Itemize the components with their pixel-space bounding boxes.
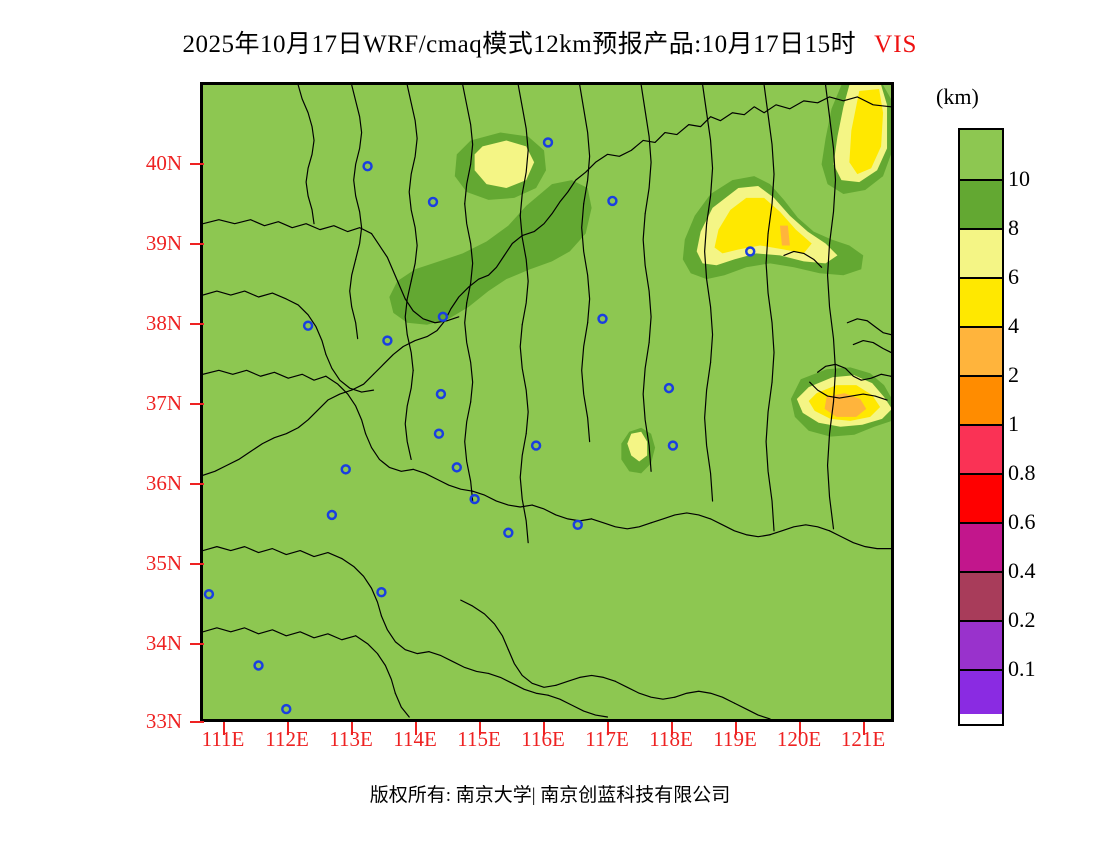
y-tick-38n <box>190 323 204 325</box>
colorbar-band-8-10[interactable] <box>960 179 1002 228</box>
colorbar-label-10: 10 <box>1008 166 1030 191</box>
colorbar-label-6: 6 <box>1008 264 1019 289</box>
colorbar-band-1-2[interactable] <box>960 375 1002 424</box>
colorbar-band-06-08[interactable] <box>960 473 1002 522</box>
x-label-118e: 118E <box>649 727 693 751</box>
y-label-39n: 39N <box>145 231 182 255</box>
y-label-36n: 36N <box>145 471 182 495</box>
x-label-111e: 111E <box>201 727 245 751</box>
forecast-map[interactable] <box>200 82 894 722</box>
colorbar-band-01-02[interactable] <box>960 620 1002 669</box>
y-label-33n: 33N <box>145 709 182 733</box>
colorbar-label-1: 1 <box>1008 411 1019 436</box>
x-label-117e: 117E <box>585 727 629 751</box>
colorbar-band-04-06[interactable] <box>960 522 1002 571</box>
x-label-119e: 119E <box>713 727 757 751</box>
y-tick-34n <box>190 643 204 645</box>
y-label-38n: 38N <box>145 311 182 335</box>
colorbar-label-08: 0.8 <box>1008 460 1036 485</box>
colorbar-band-02-04[interactable] <box>960 571 1002 620</box>
administrative-boundaries <box>203 85 891 719</box>
y-label-35n: 35N <box>145 551 182 575</box>
x-tick-120e <box>799 722 801 735</box>
y-label-34n: 34N <box>145 631 182 655</box>
y-tick-37n <box>190 403 204 405</box>
colorbar-band-6-8[interactable] <box>960 228 1002 277</box>
x-label-120e: 120E <box>776 727 822 751</box>
colorbar-band-2-4[interactable] <box>960 326 1002 375</box>
colorbar-band-4-6[interactable] <box>960 277 1002 326</box>
colorbar-label-4: 4 <box>1008 313 1019 338</box>
x-label-116e: 116E <box>521 727 565 751</box>
x-label-115e: 115E <box>457 727 501 751</box>
y-label-40n: 40N <box>145 151 182 175</box>
colorbar-label-04: 0.4 <box>1008 558 1036 583</box>
x-label-113e: 113E <box>329 727 373 751</box>
x-tick-117e <box>607 722 609 735</box>
title-main-text: 2025年10月17日WRF/cmaq模式12km预报产品:10月17日15时 <box>182 31 857 58</box>
contour-shapes <box>389 85 891 474</box>
x-tick-115e <box>479 722 481 735</box>
x-label-112e: 112E <box>265 727 309 751</box>
x-tick-111e <box>223 722 225 735</box>
x-label-121e: 121E <box>840 727 886 751</box>
y-tick-40n <box>190 163 204 165</box>
colorbar-label-8: 8 <box>1008 215 1019 240</box>
x-tick-113e <box>351 722 353 735</box>
colorbar-label-02: 0.2 <box>1008 607 1036 632</box>
title-variable-label: VIS <box>874 31 918 58</box>
x-tick-112e <box>287 722 289 735</box>
y-tick-35n <box>190 563 204 565</box>
x-tick-119e <box>735 722 737 735</box>
colorbar-label-2: 2 <box>1008 362 1019 387</box>
station-markers <box>203 137 756 715</box>
colorbar-band-lt01[interactable] <box>960 669 1002 714</box>
x-tick-121e <box>863 722 865 735</box>
y-tick-33n <box>190 721 204 723</box>
page-title: 2025年10月17日WRF/cmaq模式12km预报产品:10月17日15时 V… <box>0 24 1100 60</box>
colorbar-label-06: 0.6 <box>1008 509 1036 534</box>
y-label-37n: 37N <box>145 391 182 415</box>
colorbar[interactable] <box>958 128 1004 726</box>
colorbar-label-01: 0.1 <box>1008 656 1036 681</box>
x-tick-114e <box>415 722 417 735</box>
y-tick-39n <box>190 243 204 245</box>
colorbar-unit-label: (km) <box>936 84 979 109</box>
colorbar-band-08-1[interactable] <box>960 424 1002 473</box>
colorbar-band-gt10[interactable] <box>960 130 1002 179</box>
copyright-footer: 版权所有: 南京大学| 南京创蓝科技有限公司 <box>369 785 731 806</box>
x-tick-116e <box>543 722 545 735</box>
x-label-114e: 114E <box>393 727 437 751</box>
map-contour-canvas <box>203 85 891 719</box>
x-tick-118e <box>671 722 673 735</box>
y-tick-36n <box>190 483 204 485</box>
